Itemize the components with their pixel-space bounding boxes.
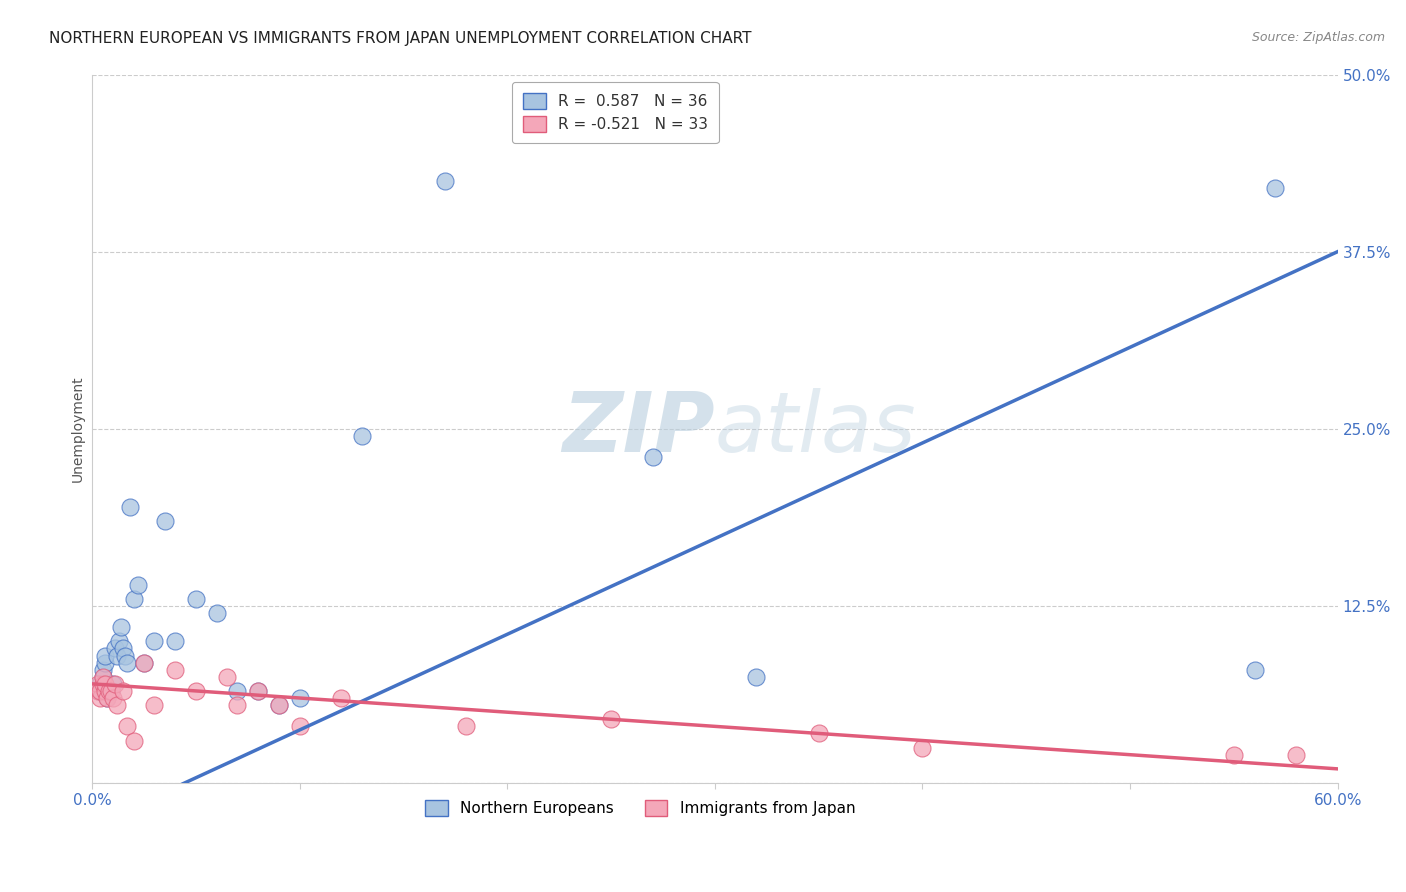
Point (104, 641, 127, 656)
Point (205, 606, 228, 620)
Point (97, 684, 120, 698)
Point (143, 634, 166, 648)
Point (132, 656, 155, 670)
Point (184, 591, 207, 606)
Point (122, 733, 145, 747)
Point (91, 663, 114, 677)
Point (288, 719, 311, 733)
Point (267, 698, 290, 712)
Point (117, 719, 139, 733)
Point (217, 670, 239, 684)
Point (114, 648, 136, 663)
Point (434, 174, 457, 188)
Point (132, 656, 155, 670)
Point (105, 648, 128, 663)
Point (96, 691, 118, 706)
Point (96, 691, 118, 706)
Point (454, 719, 477, 733)
Y-axis label: Unemployment: Unemployment (72, 376, 86, 482)
Point (330, 691, 353, 706)
Point (226, 698, 249, 712)
Point (165, 634, 187, 648)
Point (1243, 663, 1265, 677)
Point (87, 677, 110, 691)
Point (89, 691, 111, 706)
Point (1264, 181, 1286, 195)
Point (641, 450, 664, 464)
Point (100, 684, 122, 698)
Point (108, 634, 131, 648)
Point (288, 691, 311, 706)
Point (911, 740, 934, 755)
Point (101, 691, 124, 706)
Point (247, 684, 270, 698)
Point (89, 684, 111, 698)
Text: NORTHERN EUROPEAN VS IMMIGRANTS FROM JAPAN UNEMPLOYMENT CORRELATION CHART: NORTHERN EUROPEAN VS IMMIGRANTS FROM JAP… (49, 31, 752, 46)
Point (93, 684, 115, 698)
Point (153, 514, 176, 528)
Text: ZIP: ZIP (562, 388, 714, 469)
Point (93, 656, 115, 670)
Point (127, 577, 149, 591)
Point (1285, 747, 1308, 762)
Point (267, 698, 290, 712)
Point (93, 648, 115, 663)
Point (600, 712, 623, 726)
Point (87, 684, 110, 698)
Point (117, 656, 139, 670)
Point (104, 677, 127, 691)
Text: Source: ZipAtlas.com: Source: ZipAtlas.com (1251, 31, 1385, 45)
Point (247, 684, 270, 698)
Point (1223, 747, 1246, 762)
Point (112, 641, 135, 656)
Point (91, 670, 114, 684)
Point (118, 500, 141, 514)
Point (165, 663, 187, 677)
Point (91, 670, 114, 684)
Point (93, 677, 115, 691)
Point (807, 726, 830, 740)
Point (110, 620, 132, 634)
Point (100, 684, 122, 698)
Point (745, 670, 768, 684)
Point (350, 429, 373, 443)
Legend: Northern Europeans, Immigrants from Japan: Northern Europeans, Immigrants from Japa… (416, 790, 865, 825)
Point (91, 677, 114, 691)
Point (112, 684, 135, 698)
Point (101, 677, 124, 691)
Point (87, 684, 110, 698)
Point (184, 684, 207, 698)
Text: atlas: atlas (714, 388, 917, 469)
Point (89, 677, 111, 691)
Point (226, 684, 249, 698)
Point (105, 698, 128, 712)
Point (122, 591, 145, 606)
Point (143, 698, 166, 712)
Point (97, 684, 120, 698)
